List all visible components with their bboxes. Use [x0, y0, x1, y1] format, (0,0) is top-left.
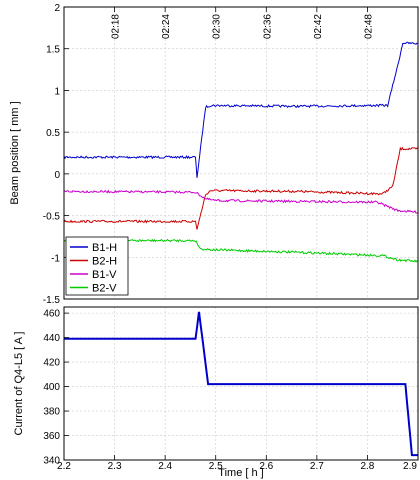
y-tick-label: 380 [43, 407, 60, 418]
legend-label-b2-h: B2-H [92, 256, 117, 268]
y-tick-label: 460 [43, 309, 60, 320]
legend-label-b1-v: B1-V [92, 269, 117, 281]
y-tick-label: 400 [43, 382, 60, 393]
x-tick-label: 2.9 [403, 461, 417, 472]
y-tick-label: 440 [43, 333, 60, 344]
beam-position-plot: -1.5 -1 -0.5 0 0.5 1 1.5 2 02:18 02:24 02:30 02:36 0… [9, 3, 419, 306]
y-tick-label: -1.5 [43, 295, 61, 306]
plot-frame [63, 6, 419, 300]
y-tick-label: 1 [54, 86, 60, 97]
y-axis-title: Current of Q4-L5 [ A ] [13, 332, 25, 436]
y-tick-label: 1.5 [46, 45, 60, 56]
series-line-b1-v [64, 189, 418, 214]
y-tick-label: 340 [43, 456, 60, 467]
magnet-current-plot: 340 360 380 400 420 440 460 2.2 2.3 2.4 2.5 2.6 2.7 2… [13, 306, 419, 479]
x-tick-label: 2.5 [209, 461, 223, 472]
x-tick-label: 2.6 [259, 461, 273, 472]
y-tick-label: 0 [54, 170, 60, 181]
y-tick-label: 420 [43, 358, 60, 369]
legend: B1-H B2-HB1-V B2-V [65, 236, 129, 296]
y-axis-title: Beam position [ mm ] [9, 101, 21, 204]
x-tick-label: 2.4 [158, 461, 172, 472]
top-x-tick-label: 02:30 [212, 14, 223, 39]
x-tick-label: 2.7 [310, 461, 324, 472]
legend-label-b1-h: B1-H [92, 242, 117, 254]
y-tick-label: 0.5 [46, 128, 60, 139]
x-tick-label: 2.8 [360, 461, 374, 472]
y-tick-label: 2 [54, 3, 60, 14]
x-tick-label: 2.2 [57, 461, 71, 472]
series-line-b2-h [64, 146, 418, 230]
top-x-tick-label: 02:36 [262, 14, 273, 39]
series-line-current [64, 311, 418, 457]
top-x-tick-label: 02:48 [363, 14, 374, 39]
top-x-tick-label: 02:18 [111, 14, 122, 39]
x-tick-label: 2.3 [108, 461, 122, 472]
y-tick-label: 360 [43, 431, 60, 442]
top-x-tick-label: 02:24 [161, 14, 172, 39]
series-line-b1-h [64, 41, 418, 178]
x-axis-title: Time [ h ] [218, 467, 263, 479]
top-x-tick-label: 02:42 [313, 14, 324, 39]
y-tick-label: -1 [51, 253, 60, 264]
legend-label-b2-v: B2-V [92, 283, 117, 295]
plot-frame [63, 306, 419, 461]
y-tick-label: -0.5 [43, 212, 61, 223]
